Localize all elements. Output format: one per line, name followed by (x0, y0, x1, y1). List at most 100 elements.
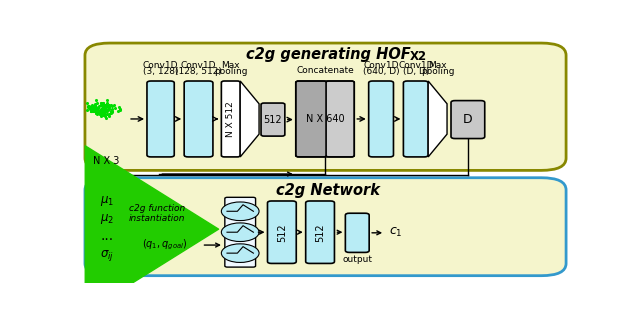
Point (110, 105, 120, 110)
Point (104, 104, 115, 109)
Polygon shape (240, 81, 259, 157)
Point (98, 100, 108, 105)
Point (90, 109, 100, 114)
Point (86, 108, 96, 113)
Point (100, 107, 110, 112)
Point (99, 102, 109, 107)
Text: c2g Network: c2g Network (276, 183, 380, 197)
Text: output: output (342, 255, 372, 264)
Point (106, 108, 116, 114)
FancyBboxPatch shape (306, 201, 335, 263)
Text: $\mu_2$: $\mu_2$ (100, 212, 115, 226)
Point (96, 103, 106, 108)
Text: c2g generating HOF: c2g generating HOF (246, 47, 410, 62)
Point (102, 112, 112, 117)
Text: (3, 128): (3, 128) (143, 67, 179, 76)
Point (95, 107, 106, 112)
Point (90, 101, 100, 107)
FancyBboxPatch shape (225, 197, 255, 267)
FancyBboxPatch shape (147, 81, 174, 157)
Point (88, 107, 99, 112)
Point (92, 100, 102, 106)
Point (102, 108, 112, 113)
Text: Conv1D: Conv1D (398, 61, 433, 70)
Point (113, 108, 123, 114)
FancyBboxPatch shape (85, 178, 566, 276)
Point (85, 106, 95, 111)
Point (102, 98, 113, 103)
Text: X2: X2 (410, 50, 427, 63)
Text: Max: Max (221, 61, 240, 70)
Point (91, 98, 101, 103)
Point (104, 105, 114, 110)
Point (108, 109, 118, 114)
Point (90, 108, 100, 113)
Point (84, 106, 94, 111)
Text: Max: Max (428, 61, 447, 70)
Point (90, 107, 100, 112)
FancyArrowPatch shape (85, 146, 219, 313)
Point (92, 107, 102, 113)
Point (115, 108, 125, 113)
Point (99, 114, 109, 119)
Text: $\sigma_{ij}$: $\sigma_{ij}$ (100, 248, 115, 263)
Point (100, 103, 110, 108)
Text: D: D (463, 113, 473, 126)
Point (115, 107, 125, 112)
Point (99, 100, 109, 106)
FancyBboxPatch shape (296, 81, 326, 157)
Point (93, 110, 104, 115)
Point (101, 107, 111, 112)
Point (92, 112, 102, 117)
Point (103, 107, 113, 112)
FancyBboxPatch shape (346, 213, 369, 252)
Text: c2g function
instantiation: c2g function instantiation (129, 204, 185, 223)
Point (90, 103, 100, 108)
Point (94, 110, 104, 115)
FancyBboxPatch shape (369, 81, 394, 157)
Point (92, 109, 102, 114)
Point (106, 110, 116, 115)
Point (92, 106, 102, 111)
Point (96, 109, 106, 114)
Point (86, 109, 96, 114)
FancyBboxPatch shape (451, 100, 484, 139)
Point (82, 107, 92, 113)
Point (97, 103, 107, 108)
Text: Concatenate: Concatenate (296, 66, 354, 75)
FancyBboxPatch shape (326, 81, 355, 157)
Point (106, 102, 116, 107)
Point (97, 110, 108, 115)
Point (99, 110, 109, 115)
Point (96, 100, 106, 105)
Text: (640, D): (640, D) (363, 67, 399, 76)
Point (90, 107, 100, 112)
Point (98, 111, 108, 116)
Point (88, 109, 98, 114)
Point (103, 108, 113, 113)
Point (100, 105, 110, 110)
FancyBboxPatch shape (85, 43, 566, 170)
Point (93, 110, 103, 115)
Point (104, 111, 114, 116)
Point (99, 109, 109, 114)
Point (88, 107, 98, 112)
Point (100, 102, 110, 107)
Point (86, 108, 96, 114)
Point (85, 106, 95, 111)
Point (95, 108, 106, 113)
Point (99, 111, 109, 116)
Point (95, 111, 106, 116)
Point (102, 104, 112, 109)
Point (90, 109, 100, 114)
Point (94, 108, 104, 114)
Text: Conv1D: Conv1D (180, 61, 216, 70)
Point (101, 108, 111, 113)
Point (86, 105, 96, 110)
Point (104, 103, 114, 108)
Text: Conv1D: Conv1D (364, 61, 399, 70)
Polygon shape (428, 81, 447, 157)
Text: ...: ... (100, 229, 114, 243)
Point (90, 107, 100, 112)
Point (100, 107, 110, 112)
